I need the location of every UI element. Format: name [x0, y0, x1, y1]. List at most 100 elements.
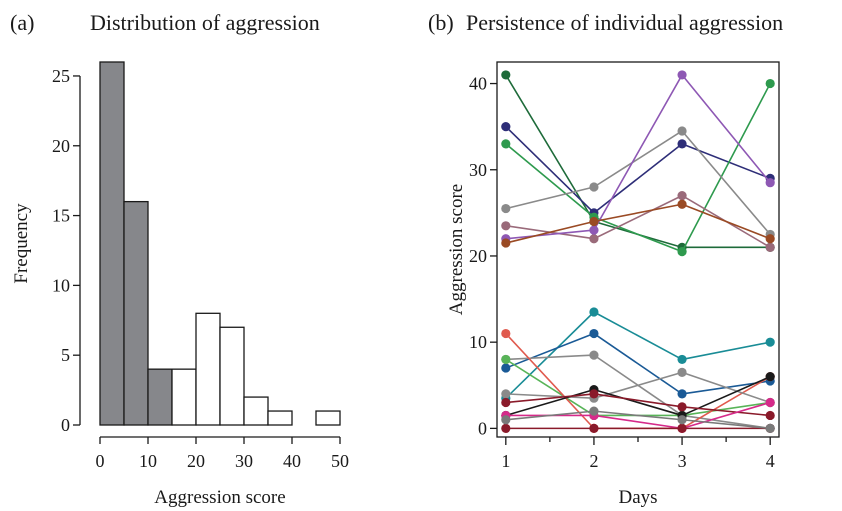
series-point: [589, 234, 599, 244]
series-point: [677, 367, 687, 377]
series-point: [765, 242, 775, 252]
series-point: [589, 307, 599, 317]
series-point: [589, 350, 599, 360]
series-point: [765, 78, 775, 89]
series-point: [501, 70, 511, 80]
histogram-bar: [171, 368, 197, 426]
line-chart-y-tick-label: 30: [469, 160, 487, 180]
series-point: [677, 423, 687, 433]
histogram-axes: 0 5 10 15 20 25 0 10 20 30 40 50: [52, 66, 349, 471]
series-point: [765, 234, 775, 244]
series-point: [677, 191, 687, 201]
series-point: [677, 126, 687, 136]
line-chart-x-tick-label: 4: [766, 451, 775, 471]
series-line: [505, 354, 771, 430]
histogram-y-tick-label: 5: [61, 345, 70, 365]
series-point: [765, 410, 775, 421]
line-chart-series: [501, 70, 775, 433]
histogram-x-tick-label: 50: [331, 451, 349, 471]
series-point: [677, 199, 687, 209]
series-point: [501, 122, 511, 132]
line-chart-y-tick-label: 0: [478, 418, 487, 438]
series-point: [677, 247, 687, 257]
series-line: [505, 375, 771, 417]
histogram-x-tick-label: 0: [96, 451, 105, 471]
series-line: [505, 393, 771, 417]
series-point: [501, 328, 511, 339]
series-point: [589, 225, 599, 235]
series-point: [677, 402, 687, 412]
histogram-bar: [147, 368, 173, 426]
histogram-y-tick-label: 20: [52, 136, 70, 156]
series-line: [505, 83, 771, 253]
histogram-y-tick-label: 0: [61, 415, 70, 435]
histogram-bar: [267, 410, 293, 426]
series-line: [505, 130, 771, 235]
series-point: [501, 397, 511, 408]
histogram-bar: [99, 61, 125, 426]
series-point: [589, 406, 599, 416]
histogram-y-tick-label: 10: [52, 275, 70, 295]
series-point: [677, 139, 687, 149]
series-line: [505, 410, 771, 430]
series-line: [505, 371, 771, 404]
series-point: [589, 328, 599, 339]
series-point: [501, 221, 511, 231]
panel-a-letter: (a): [10, 10, 34, 35]
series-point: [677, 70, 687, 80]
histogram-bar: [195, 312, 221, 426]
series-point: [589, 423, 599, 433]
line-chart-x-axis-label: Days: [618, 487, 657, 508]
histogram-x-axis-label: Aggression score: [154, 487, 285, 508]
panel-a-title: Distribution of aggression: [90, 10, 320, 35]
series-point: [589, 389, 599, 399]
series-point: [765, 423, 775, 433]
histogram-x-tick-label: 20: [187, 451, 205, 471]
series-point: [677, 389, 687, 399]
series-point: [501, 203, 511, 214]
series-point: [501, 415, 511, 425]
series-line: [505, 126, 771, 214]
histogram-bar: [243, 396, 269, 426]
series-point: [589, 182, 599, 192]
line-chart-y-tick-label: 40: [469, 74, 487, 94]
histogram-y-tick-label: 15: [52, 206, 70, 226]
series-point: [501, 354, 511, 365]
line-chart-axes: 0 10 20 30 40 1 2 3 4: [469, 74, 775, 471]
histogram-x-tick-label: 30: [235, 451, 253, 471]
histogram-y-tick-label: 25: [52, 66, 70, 86]
histogram-bar: [315, 410, 341, 426]
line-chart-y-axis-label: Aggression score: [446, 184, 467, 315]
line-chart-y-tick-label: 10: [469, 332, 487, 352]
series-line: [505, 194, 771, 249]
series-point: [765, 178, 775, 188]
series-point: [501, 423, 511, 433]
series-point: [501, 139, 511, 149]
panel-b-letter: (b): [428, 10, 454, 35]
series-line: [505, 74, 771, 249]
histogram-x-tick-label: 40: [283, 451, 301, 471]
series-point: [765, 337, 775, 347]
series-point: [589, 216, 599, 227]
line-chart-x-tick-label: 3: [678, 451, 687, 471]
series-point: [501, 238, 511, 248]
histogram-y-axis-label: Frequency: [11, 203, 32, 284]
series-line: [505, 74, 771, 240]
line-chart-x-tick-label: 1: [501, 451, 510, 471]
histogram-x-tick-label: 10: [139, 451, 157, 471]
series-point: [501, 389, 511, 399]
panel-b-title: Persistence of individual aggression: [466, 10, 783, 35]
series-line: [505, 311, 771, 399]
line-chart-x-tick-label: 2: [589, 451, 598, 471]
series-point: [677, 415, 687, 425]
series-point: [677, 354, 687, 365]
series-point: [501, 363, 511, 373]
histogram-bar: [123, 200, 149, 426]
line-chart-y-tick-label: 20: [469, 246, 487, 266]
series-point: [765, 397, 775, 408]
histogram-bars: [99, 61, 341, 426]
series-point: [765, 372, 775, 382]
histogram-bar: [219, 326, 245, 426]
series-line: [505, 203, 771, 244]
